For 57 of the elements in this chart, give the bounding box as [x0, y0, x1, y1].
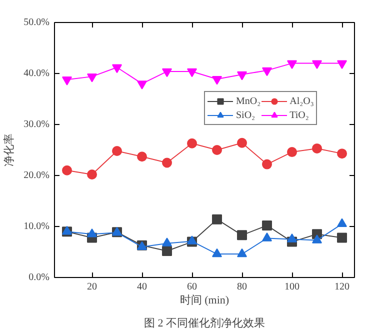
point	[87, 169, 97, 180]
x-tick-label: 40	[137, 282, 147, 292]
point	[187, 138, 197, 148]
y-tick-label: 20.0%	[24, 170, 50, 181]
point	[137, 152, 147, 162]
y-tick-label: 10.0%	[24, 221, 50, 232]
point	[337, 232, 347, 243]
x-tick-label: 100	[284, 282, 300, 292]
point	[212, 248, 222, 258]
point	[87, 73, 97, 82]
point	[162, 68, 172, 78]
point	[337, 148, 347, 159]
point	[312, 60, 322, 69]
point	[162, 158, 172, 168]
x-axis-title: 时间 (min)	[180, 294, 230, 306]
point	[212, 76, 222, 85]
x-tick-label: 120	[334, 282, 350, 292]
point	[262, 67, 272, 76]
point	[212, 214, 222, 224]
point	[312, 143, 322, 154]
point	[137, 80, 147, 90]
point	[87, 228, 97, 238]
point	[237, 248, 247, 258]
y-axis-title: 净化率	[2, 134, 16, 166]
point	[62, 165, 72, 176]
point	[312, 234, 322, 244]
y-tick-label: 50.0%	[24, 17, 50, 28]
y-tick-label: 30.0%	[24, 119, 50, 130]
point	[337, 60, 347, 69]
x-tick-label: 20	[87, 282, 97, 292]
point	[262, 220, 272, 230]
legend-label: TiO₂	[290, 108, 310, 122]
point	[237, 71, 247, 80]
point	[237, 138, 247, 148]
point	[112, 146, 122, 156]
legend-label: Al₂O₃	[290, 94, 314, 108]
point	[287, 60, 297, 69]
point	[187, 68, 197, 78]
x-tick-label: 80	[237, 282, 247, 292]
point	[162, 238, 172, 246]
point	[262, 159, 272, 170]
legend-label: MnO₂	[236, 94, 261, 108]
text: 图 2 不同催化剂净化效果	[144, 316, 265, 330]
legend-label: SiO₂	[236, 108, 256, 122]
point	[112, 64, 122, 74]
point	[212, 145, 222, 155]
point	[287, 147, 297, 158]
point	[262, 232, 272, 242]
point	[162, 246, 172, 256]
point	[62, 76, 72, 86]
x-tick-label: 60	[187, 282, 197, 292]
point	[337, 218, 347, 228]
point	[237, 230, 247, 240]
y-tick-label: 40.0%	[24, 68, 50, 79]
point	[187, 236, 197, 244]
point	[287, 234, 297, 242]
y-tick-label: 0.0%	[28, 272, 50, 283]
